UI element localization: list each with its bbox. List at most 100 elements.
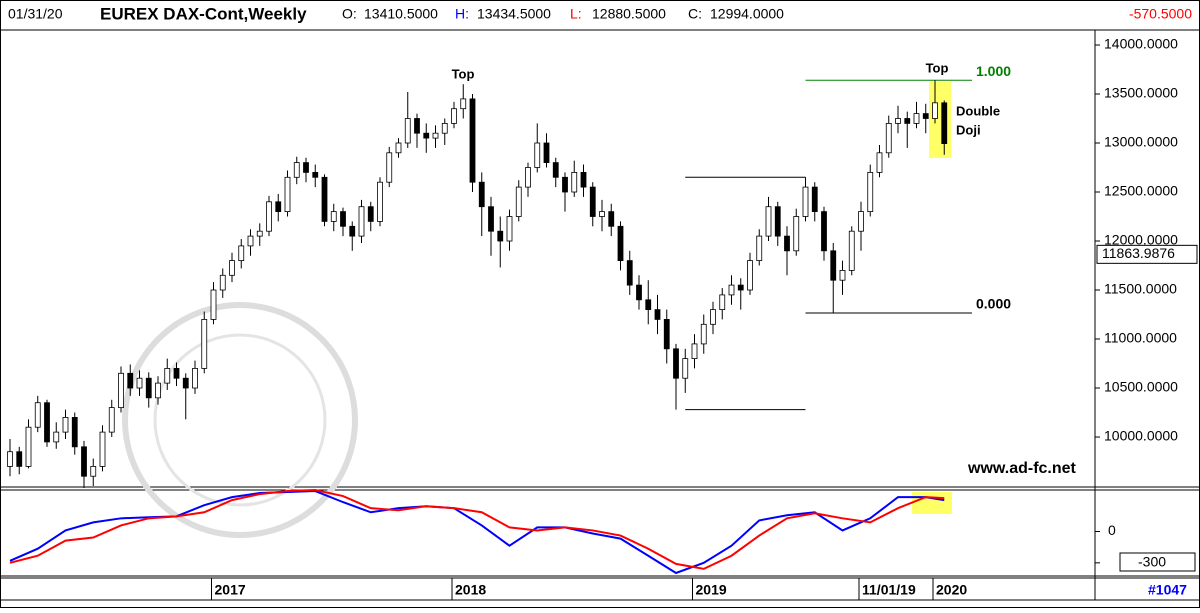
candle-body xyxy=(617,225,624,262)
candle-body xyxy=(182,377,189,389)
candle-body xyxy=(839,270,846,281)
candle-body xyxy=(266,201,272,232)
candle-body xyxy=(81,446,87,477)
date: 01/31/20 xyxy=(8,6,63,22)
candle-body xyxy=(275,201,282,213)
candle-body xyxy=(25,426,32,467)
quote-label: C: xyxy=(688,6,702,22)
candle-body xyxy=(848,230,855,271)
y-tick-label: 12000.0000 xyxy=(1104,232,1178,248)
candle-body xyxy=(747,260,753,291)
candle-body xyxy=(534,142,541,168)
candle-body xyxy=(90,466,97,477)
y-tick-label: 13500.0000 xyxy=(1104,85,1178,101)
candle-body xyxy=(395,142,402,154)
candle-body xyxy=(53,431,60,443)
candle-body xyxy=(895,118,901,124)
candle-body xyxy=(432,132,439,139)
candle-body xyxy=(497,230,504,242)
candle-body xyxy=(201,319,208,369)
candle-body xyxy=(728,284,735,296)
candle-body xyxy=(913,113,920,124)
candle-body xyxy=(691,343,698,360)
candle-body xyxy=(34,402,41,428)
candle-body xyxy=(358,206,365,237)
candle-body xyxy=(451,108,457,124)
candle-body xyxy=(506,216,513,242)
candle-body xyxy=(321,176,328,222)
change: -570.5000 xyxy=(1129,6,1192,22)
candle-body xyxy=(700,323,707,345)
candle-body xyxy=(62,417,69,433)
candle-body xyxy=(756,235,763,262)
y-tick-label: 12500.0000 xyxy=(1104,183,1178,199)
candle-body xyxy=(404,118,411,144)
candle-body xyxy=(330,211,337,222)
candle-body xyxy=(867,172,874,213)
candle-body xyxy=(478,181,485,208)
candle-body xyxy=(164,368,171,384)
quote-value: 12880.5000 xyxy=(592,6,666,22)
level-label: 0.000 xyxy=(976,296,1011,312)
candle-body xyxy=(256,230,263,237)
candle-body xyxy=(580,172,587,188)
candle-body xyxy=(552,162,559,178)
candle-body xyxy=(340,211,346,227)
candle-body xyxy=(802,186,809,217)
candle-body xyxy=(885,122,892,154)
y-tick-label: 11000.0000 xyxy=(1104,330,1177,346)
x-tick-label: 2017 xyxy=(215,582,246,598)
x-tick-label: 2019 xyxy=(696,582,727,598)
candle-body xyxy=(821,211,827,252)
candle-body xyxy=(525,167,531,188)
bar-id: #1047 xyxy=(1148,582,1187,598)
x-tick-label: 2020 xyxy=(936,582,967,598)
candle-body xyxy=(710,309,716,325)
candle-body xyxy=(460,98,467,110)
candle-body xyxy=(127,372,134,389)
candle-body xyxy=(737,284,744,291)
quote-value: 13410.5000 xyxy=(364,6,438,22)
candle-body xyxy=(136,377,143,389)
candle-body xyxy=(7,451,13,467)
tick-box xyxy=(1119,552,1196,572)
x-tick-label: 11/01/19 xyxy=(862,582,916,598)
candle-body xyxy=(645,299,652,311)
candle-body xyxy=(173,368,180,379)
candle-body xyxy=(599,211,605,217)
candle-body xyxy=(774,206,781,237)
candle-body xyxy=(210,289,217,320)
candle-body xyxy=(441,122,448,134)
candle-body xyxy=(293,162,300,178)
watermark xyxy=(153,333,327,507)
level-label: 1.000 xyxy=(976,63,1011,79)
cursor-box xyxy=(1096,244,1198,264)
y-tick-label: 14000.0000 xyxy=(1104,36,1178,52)
candle-body xyxy=(386,152,393,183)
candle-body xyxy=(247,235,254,247)
cursor-label: 11863.9876 xyxy=(1102,245,1175,261)
candle-body xyxy=(118,372,124,409)
quote-label: H: xyxy=(455,6,469,22)
candle-body xyxy=(673,348,679,379)
candle-body xyxy=(626,260,633,286)
candle-body xyxy=(414,118,420,134)
candle-body xyxy=(571,172,578,193)
candle-body xyxy=(284,176,291,213)
quote-value: 12994.0000 xyxy=(710,6,784,22)
y-tick-label: -300 xyxy=(1138,554,1166,570)
candle-body xyxy=(654,309,661,320)
candle-body xyxy=(312,172,319,178)
candle-body xyxy=(488,206,494,232)
candle-body xyxy=(830,250,837,281)
candle-body xyxy=(858,211,864,232)
candle-body xyxy=(16,451,23,467)
annotation: Top xyxy=(926,60,949,75)
candle-body xyxy=(904,118,911,124)
candle-body xyxy=(811,186,818,213)
quote-label: L: xyxy=(570,6,582,22)
candle-body xyxy=(108,407,115,433)
candle-body xyxy=(192,368,198,389)
candle-body xyxy=(229,260,235,276)
watermark xyxy=(122,302,358,538)
